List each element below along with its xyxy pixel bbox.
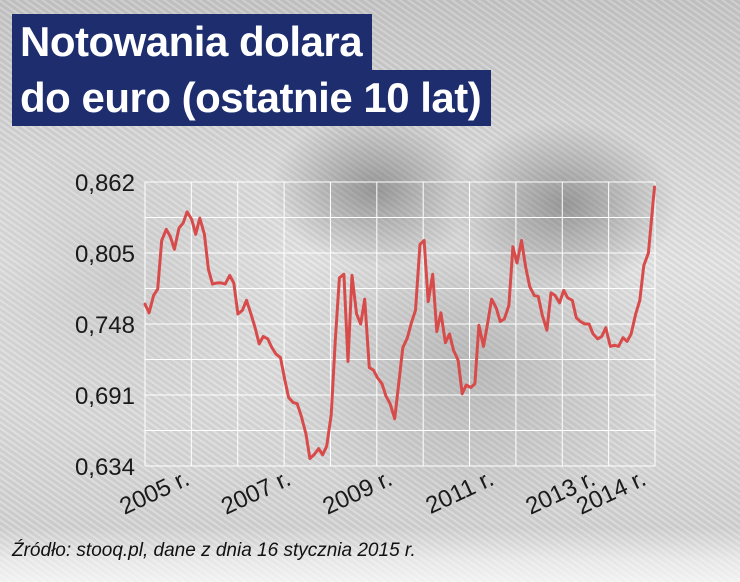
chart-title-line-1: Notowania dolara: [12, 14, 373, 70]
x-tick-label: 2009 r.: [319, 465, 397, 520]
data-line: [143, 185, 656, 460]
x-tick-label: 2007 r.: [217, 465, 295, 520]
x-axis: 2005 r. 2007 r. 2009 r. 2011 r. 2013 r.2014 …: [116, 465, 651, 520]
y-axis: 0,634 0,691 0,748 0,805 0,862: [75, 170, 135, 481]
y-tick-label: 0,805: [75, 241, 135, 268]
y-tick-label: 0,748: [75, 312, 135, 339]
x-tick-label: 2011 r.: [422, 465, 498, 520]
source-note: Źródło: stooq.pl, dane z dnia 16 styczni…: [12, 540, 416, 561]
y-tick-label: 0,691: [75, 383, 135, 410]
footer-band: [0, 528, 740, 582]
y-tick-label: 0,862: [75, 170, 135, 197]
chart-title-line-2: do euro (ostatnie 10 lat): [12, 70, 492, 126]
chart-grid: [144, 181, 656, 467]
y-tick-label: 0,634: [75, 454, 135, 481]
